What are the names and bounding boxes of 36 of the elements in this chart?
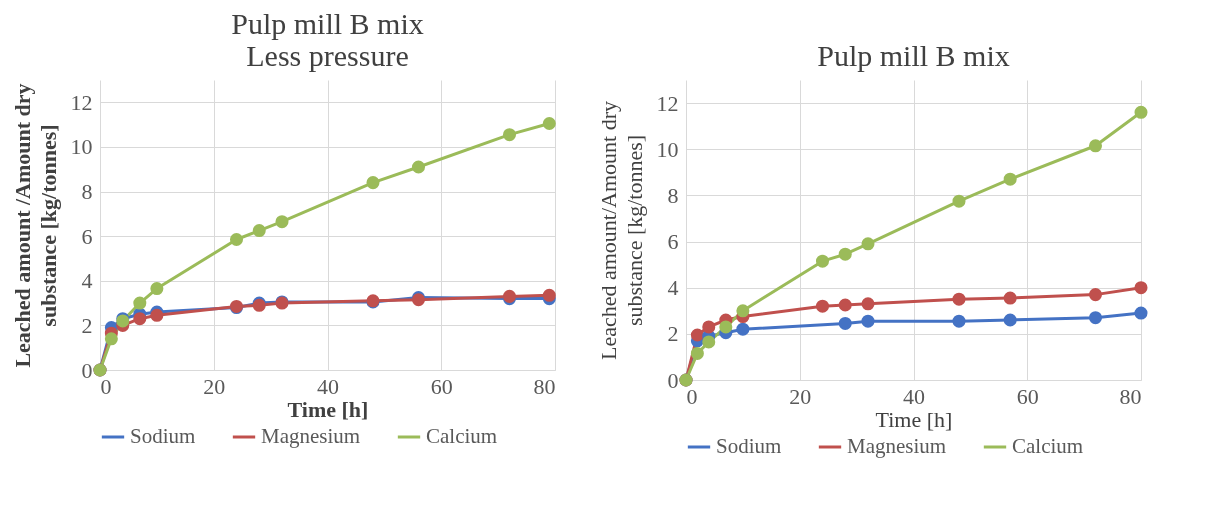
- x-axis-title: Time [h]: [875, 406, 953, 432]
- x-tick-label: 80: [533, 373, 556, 399]
- x-tick-label: 20: [203, 373, 226, 399]
- x-tick-label: 60: [430, 373, 453, 399]
- chart-title: Pulp mill B mix: [231, 7, 424, 40]
- y-tick-label: 10: [70, 134, 93, 160]
- y-tick-label: 2: [667, 321, 679, 347]
- y-tick-label: 6: [81, 223, 93, 249]
- x-tick-label: 0: [100, 373, 112, 399]
- y-tick-label: 6: [667, 229, 679, 255]
- x-tick-label: 0: [686, 383, 698, 409]
- y-tick-label: 10: [656, 136, 679, 162]
- x-tick-label: 40: [317, 373, 339, 399]
- x-tick-label: 60: [1016, 383, 1039, 409]
- y-tick-label: 12: [70, 89, 93, 115]
- x-tick-label: 40: [903, 383, 925, 409]
- legend-label: Calcium: [1012, 434, 1084, 458]
- y-tick-label: 8: [667, 182, 679, 208]
- y-tick-label: 4: [667, 275, 679, 301]
- y-axis-title: Leached amount/Amount dry substance [kg/tonnes]: [595, 100, 647, 361]
- x-axis-title: Time [h]: [287, 396, 369, 422]
- chart-title: Pulp mill B mix: [817, 39, 1010, 72]
- y-tick-label: 4: [81, 268, 93, 294]
- y-tick-label: 0: [81, 357, 93, 383]
- x-tick-label: 80: [1119, 383, 1142, 409]
- x-tick-label: 20: [789, 383, 812, 409]
- chart-subtitle: Less pressure: [246, 39, 409, 72]
- legend-label: Sodium: [716, 434, 782, 458]
- y-tick-label: 8: [81, 179, 93, 205]
- legend-label: Magnesium: [847, 434, 947, 458]
- legend-label: Sodium: [130, 424, 196, 448]
- legend-label: Magnesium: [261, 424, 361, 448]
- y-tick-label: 12: [656, 90, 679, 116]
- y-tick-label: 2: [81, 312, 93, 338]
- y-axis-title: Leached amount /Amount dry substance [kg/tonnes]: [9, 83, 61, 368]
- legend-label: Calcium: [426, 424, 498, 448]
